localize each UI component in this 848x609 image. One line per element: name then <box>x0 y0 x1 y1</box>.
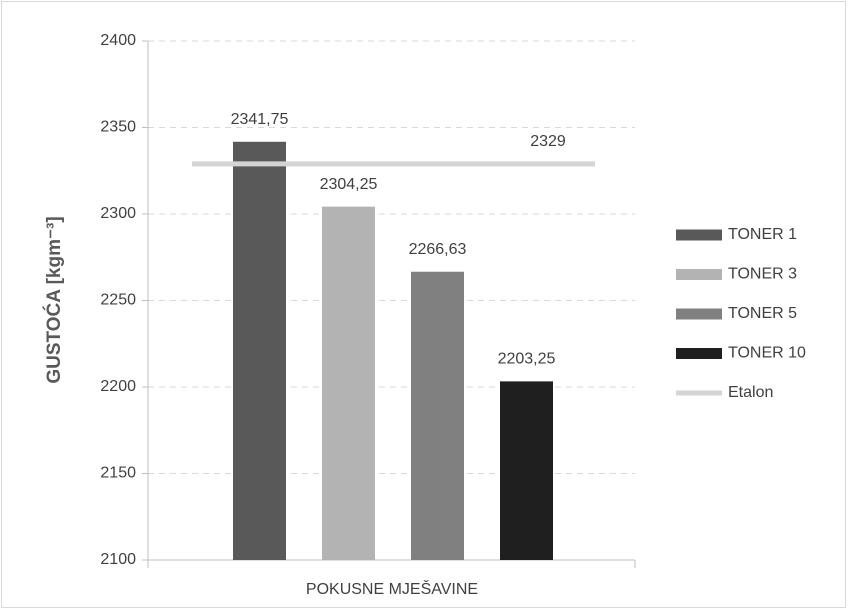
bar <box>411 271 464 560</box>
legend-swatch <box>676 348 722 359</box>
legend-swatch <box>676 308 722 320</box>
y-tick-label: 2250 <box>100 292 136 309</box>
bar <box>500 381 553 560</box>
legend-swatch <box>676 269 722 280</box>
legend-swatch <box>676 229 722 241</box>
y-tick-label: 2350 <box>100 119 136 136</box>
y-tick-label: 2100 <box>100 551 136 568</box>
y-tick-label: 2150 <box>100 465 136 482</box>
data-label: 2203,25 <box>498 351 556 368</box>
legend-swatch <box>676 390 722 396</box>
legend-label: Etalon <box>728 384 773 401</box>
y-tick-label: 2400 <box>100 32 136 49</box>
legend-label: TONER 10 <box>728 345 806 362</box>
legend-label: TONER 1 <box>728 226 797 243</box>
y-tick-label: 2200 <box>100 378 136 395</box>
x-axis-label: POKUSNE MJEŠAVINE <box>306 579 478 598</box>
legend-label: TONER 5 <box>728 305 797 322</box>
data-label: 2341,75 <box>231 111 289 128</box>
y-axis-label: GUSTOĆA [kgm⁻³] <box>43 216 65 383</box>
data-label: 2304,25 <box>320 176 378 193</box>
legend-label: TONER 3 <box>728 266 797 283</box>
reference-label: 2329 <box>530 133 566 150</box>
bar <box>322 206 375 560</box>
data-label: 2266,63 <box>409 241 467 258</box>
bar <box>233 141 286 560</box>
y-tick-label: 2300 <box>100 205 136 222</box>
